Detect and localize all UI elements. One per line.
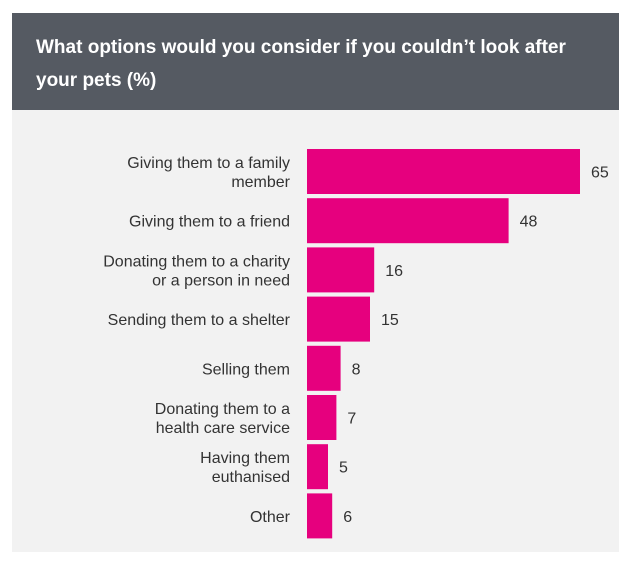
category-label-5: Selling them xyxy=(202,361,290,378)
bar-8 xyxy=(307,493,333,539)
data-label-6: 7 xyxy=(347,411,356,428)
bar-5 xyxy=(307,345,341,391)
data-label-7: 5 xyxy=(339,460,348,477)
bar-4 xyxy=(307,296,370,342)
data-label-1: 65 xyxy=(591,165,609,182)
bar-3 xyxy=(307,247,375,293)
category-label-7: Having them euthanised xyxy=(200,450,290,486)
category-label-2: Giving them to a friend xyxy=(129,214,290,231)
data-label-5: 8 xyxy=(352,361,361,378)
category-label-4: Sending them to a shelter xyxy=(108,312,291,329)
bar-7 xyxy=(307,444,328,490)
data-label-2: 48 xyxy=(520,214,538,231)
category-label-3: Donating them to a charity or a person in… xyxy=(103,253,290,289)
chart-title: What options would you consider if you c… xyxy=(36,37,566,91)
category-label-6: Donating them to a health care service xyxy=(155,401,290,437)
category-label-1: Giving them to a family member xyxy=(127,155,290,191)
data-label-8: 6 xyxy=(343,509,352,526)
chart-header: What options would you consider if you c… xyxy=(12,13,619,110)
data-label-3: 16 xyxy=(385,263,403,280)
bar-6 xyxy=(307,395,337,440)
bar-1 xyxy=(307,149,580,194)
category-label-8: Other xyxy=(250,509,291,526)
data-label-4: 15 xyxy=(381,312,399,329)
bar-2 xyxy=(307,198,509,244)
